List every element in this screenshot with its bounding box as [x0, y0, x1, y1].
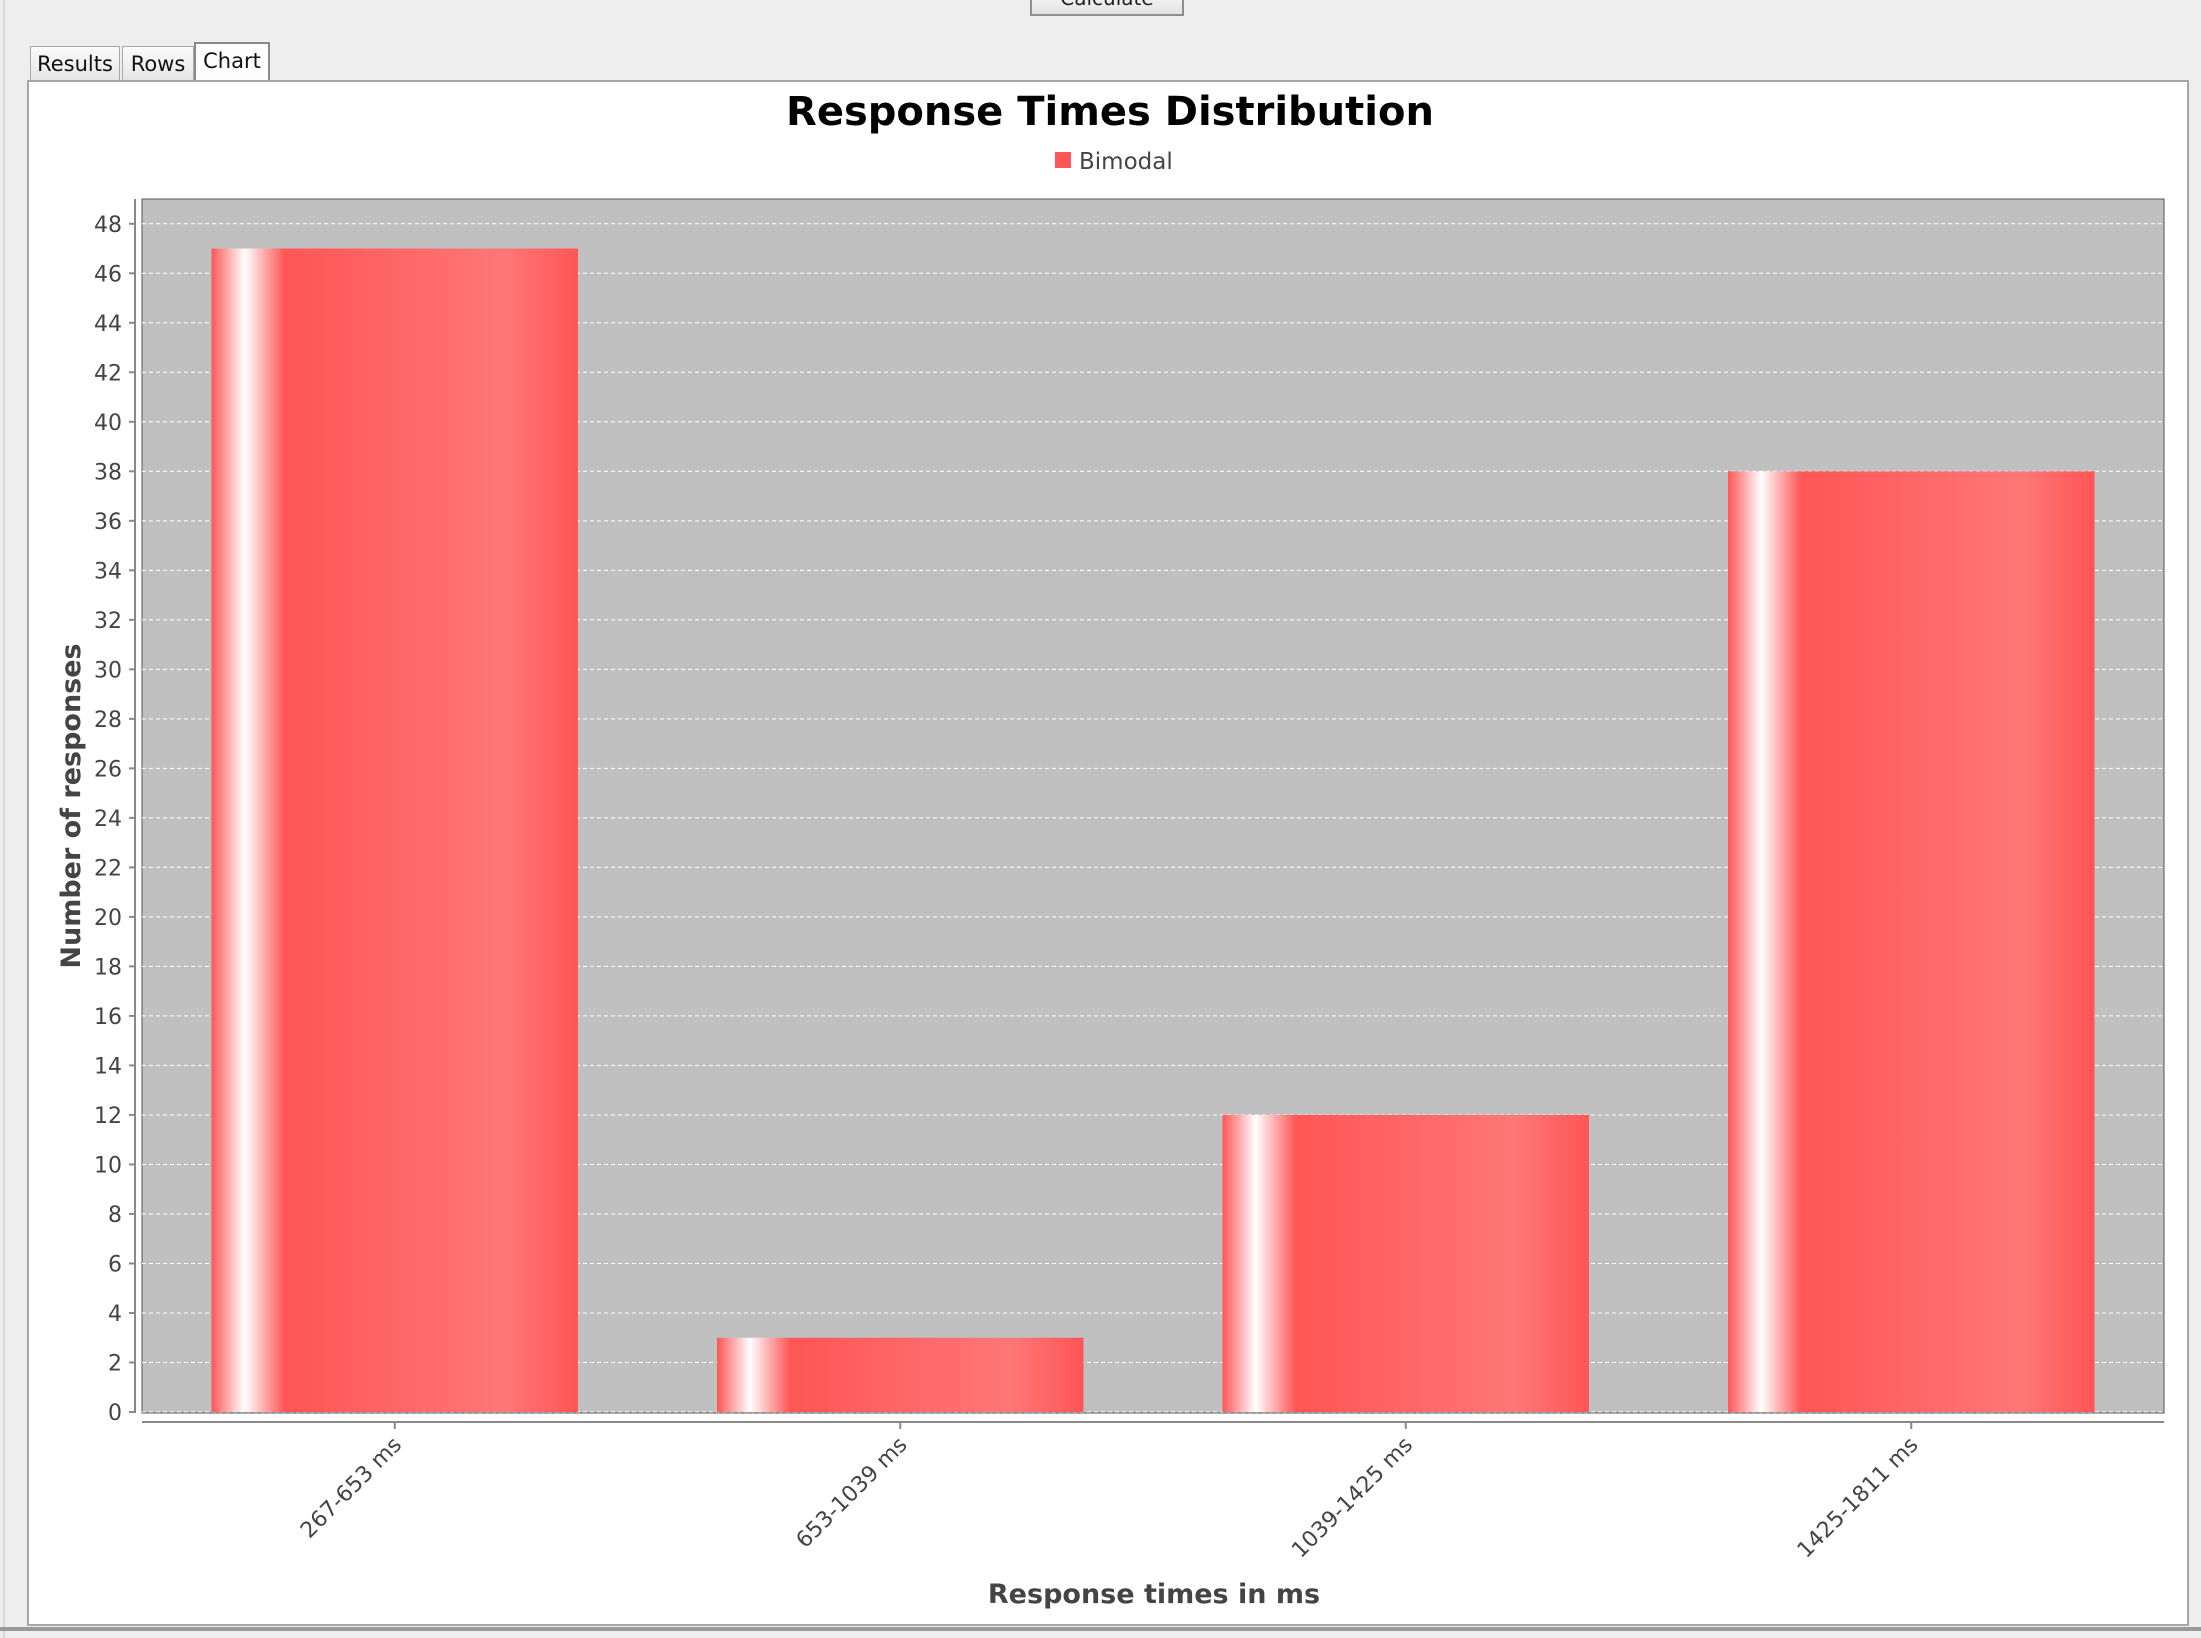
y-tick-label: 0 [108, 1401, 122, 1426]
y-tick-label: 48 [94, 213, 122, 238]
y-tick-label: 34 [94, 559, 122, 584]
bar [1222, 1114, 1589, 1412]
y-axis-title: Number of responses [56, 643, 87, 968]
y-tick-label: 24 [94, 807, 122, 832]
y-tick-label: 40 [94, 411, 122, 436]
y-tick-label: 26 [94, 757, 122, 782]
tab-results[interactable]: Results [30, 46, 120, 80]
y-tick-label: 38 [94, 460, 122, 485]
y-tick-label: 20 [94, 906, 122, 931]
x-tick-label: 267-653 ms [296, 1433, 407, 1544]
y-tick-label: 32 [94, 609, 122, 634]
y-axis: 0246810121416182022242628303234363840424… [94, 199, 136, 1426]
bar [1728, 471, 2095, 1412]
x-tick-label: 1039-1425 ms [1287, 1433, 1418, 1564]
y-tick-label: 22 [94, 856, 122, 881]
y-tick-label: 28 [94, 708, 122, 733]
tab-chart[interactable]: Chart [194, 42, 270, 82]
y-tick-label: 8 [108, 1203, 122, 1228]
bar-series [211, 248, 2095, 1412]
y-tick-label: 42 [94, 361, 122, 386]
y-tick-label: 18 [94, 955, 122, 980]
y-tick-label: 4 [108, 1302, 122, 1327]
x-axis: 267-653 ms 653-1039 ms 1039-1425 ms 1425-18… [142, 1421, 2164, 1564]
window-border [3, 0, 5, 1638]
legend-swatch [1055, 152, 1071, 168]
calculate-button[interactable]: Calculate [1030, 0, 1184, 16]
y-tick-label: 46 [94, 262, 122, 287]
x-tick-label: 653-1039 ms [792, 1433, 913, 1554]
y-tick-label: 10 [94, 1153, 122, 1178]
y-tick-label: 6 [108, 1252, 122, 1277]
bar [717, 1337, 1084, 1412]
panel-bottom-edge [0, 1627, 2201, 1631]
x-axis-title: Response times in ms [988, 1579, 1320, 1610]
y-tick-label: 12 [94, 1104, 122, 1129]
legend-label: Bimodal [1079, 149, 1173, 175]
y-tick-label: 16 [94, 1005, 122, 1030]
y-tick-label: 44 [94, 312, 122, 337]
tab-rows[interactable]: Rows [122, 46, 194, 80]
y-tick-label: 36 [94, 510, 122, 535]
bar [211, 248, 578, 1412]
legend: Bimodal [1055, 149, 1173, 175]
chart-title: Response Times Distribution [786, 89, 1434, 135]
y-tick-label: 30 [94, 658, 122, 683]
x-tick-label: 1425-1811 ms [1793, 1433, 1924, 1564]
y-tick-label: 14 [94, 1054, 122, 1079]
y-tick-label: 2 [108, 1351, 122, 1376]
